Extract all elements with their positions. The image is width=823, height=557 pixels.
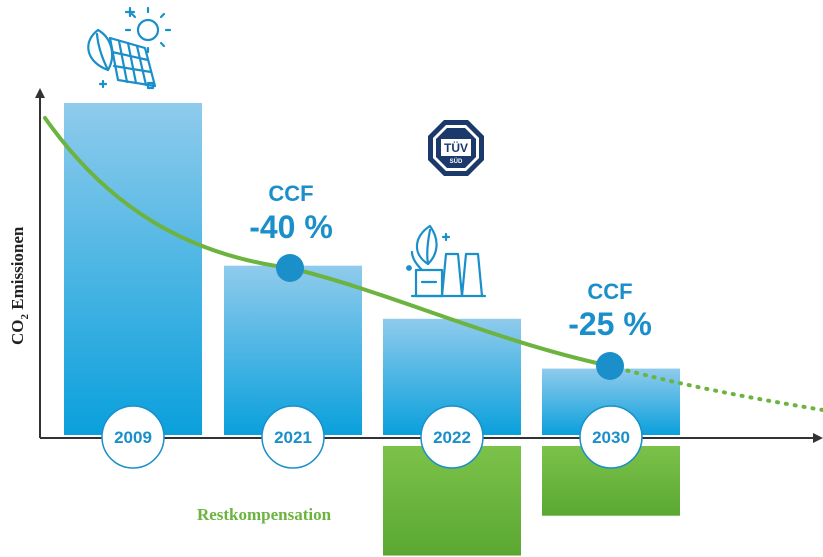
bar-2009 (64, 103, 202, 435)
trend-line-dotted (608, 364, 823, 412)
annotation-2021-label: CCF (268, 181, 313, 206)
trend-line (43, 116, 823, 412)
annotation-2021: CCF -40 % (249, 181, 333, 245)
y-axis (35, 88, 45, 438)
compensation-bars (383, 446, 680, 556)
y-label-rest: Emissionen (8, 226, 27, 314)
year-label-2021: 2021 (261, 405, 325, 469)
annotation-2030-value: -25 % (568, 306, 652, 342)
year-label-circle (101, 405, 165, 469)
x-tick-label: 2009 (114, 428, 152, 447)
tuv-text-bottom: SÜD (450, 158, 463, 165)
trend-point-2021 (276, 254, 304, 282)
solar-panel-sun-leaf-icon (87, 6, 172, 90)
year-label-circle (261, 405, 325, 469)
x-tick-label: 2021 (274, 428, 312, 447)
year-labels: 2009 2021 2022 2030 (101, 405, 643, 469)
compensation-label: Restkompensation (197, 505, 332, 524)
year-label-2030: 2030 (579, 405, 643, 469)
annotation-2030-label: CCF (587, 279, 632, 304)
year-label-2009: 2009 (101, 405, 165, 469)
y-axis-label-main: CO2 Emissionen (8, 226, 31, 345)
x-tick-label: 2030 (592, 428, 630, 447)
tuv-text-top: TÜV (444, 140, 468, 155)
year-label-circle (579, 405, 643, 469)
x-tick-label: 2022 (433, 428, 471, 447)
annotation-2021-value: -40 % (249, 209, 333, 245)
year-label-2022: 2022 (420, 405, 484, 469)
annotation-2030: CCF -25 % (568, 279, 652, 342)
factory-leaf-icon (406, 224, 487, 298)
y-label-subscript: 2 (19, 314, 31, 320)
bars (64, 103, 680, 435)
year-label-circle (420, 405, 484, 469)
y-axis-label: CO2 Emissionen (8, 226, 31, 345)
y-label-co: CO (8, 320, 27, 346)
tuv-sud-logo: TÜV SÜD (428, 120, 484, 176)
trend-point-2030 (596, 352, 624, 380)
